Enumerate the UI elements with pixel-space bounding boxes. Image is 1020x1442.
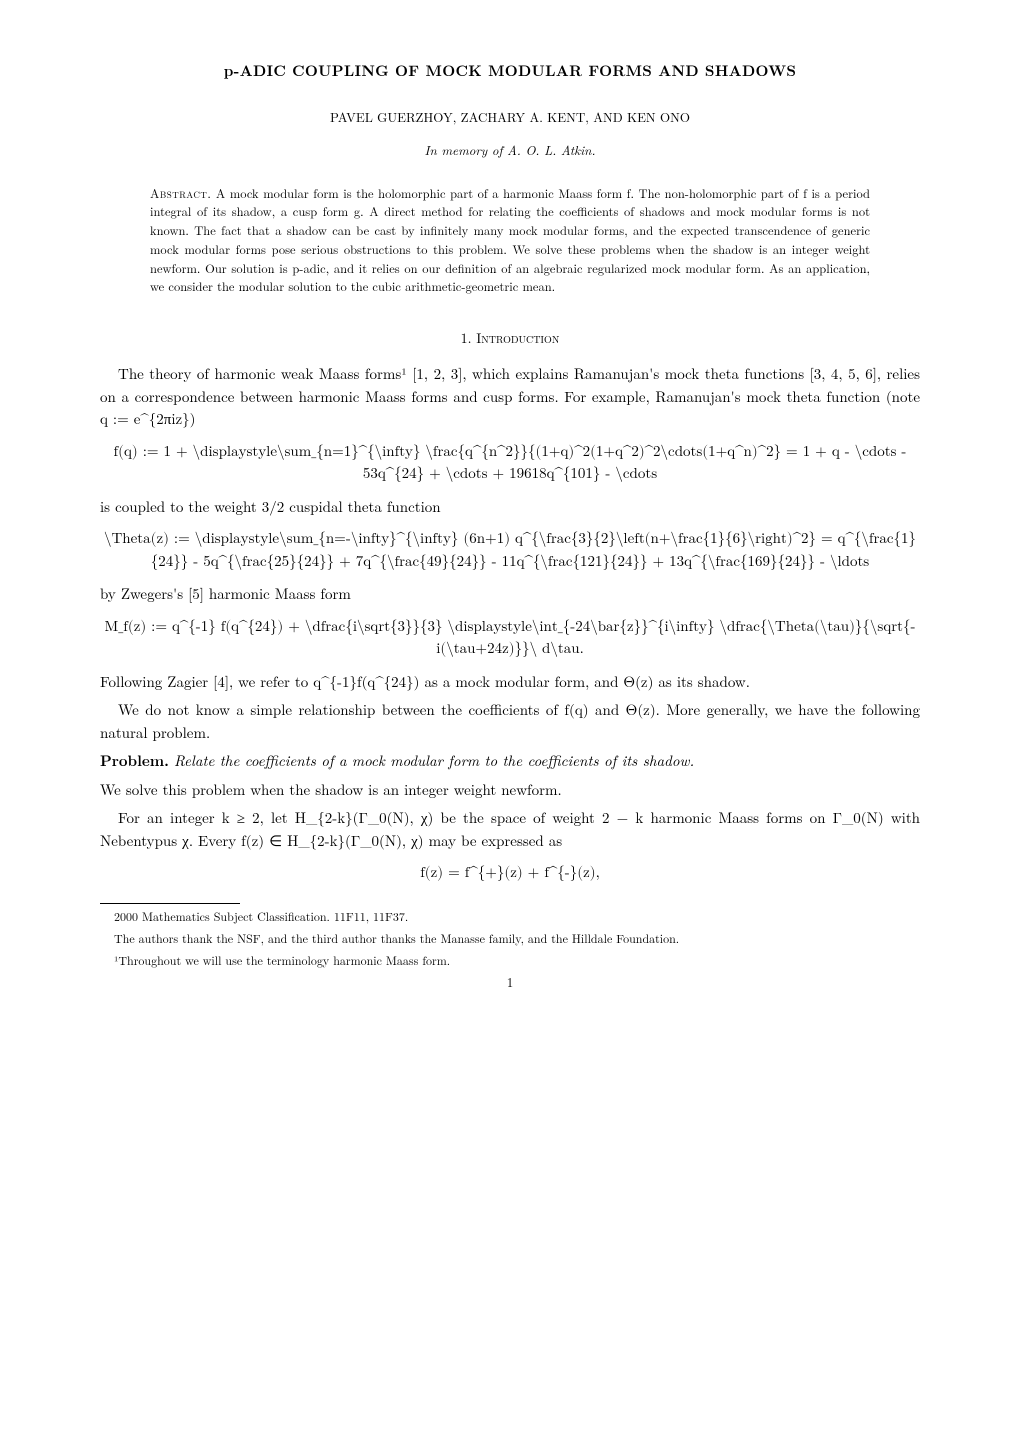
authors-line: PAVEL GUERZHOY, ZACHARY A. KENT, AND KEN… (100, 107, 920, 127)
paragraph-5: We do not know a simple relationship bet… (100, 699, 920, 744)
footnote-thanks: The authors thank the NSF, and the third… (100, 930, 920, 948)
problem-label: Problem. (100, 750, 169, 771)
footnote-msc-codes: 11F11, 11F37. (334, 908, 408, 925)
abstract-label: Abstract. (150, 184, 211, 202)
equation-f-decomp: f(z) = f^{+}(z) + f^{-}(z), (100, 862, 920, 885)
paragraph-2: is coupled to the weight 3/2 cuspidal th… (100, 496, 920, 519)
dedication: In memory of A. O. L. Atkin. (100, 140, 920, 160)
abstract: Abstract. A mock modular form is the hol… (150, 184, 870, 297)
problem-text: Relate the coefficients of a mock modula… (174, 750, 694, 771)
paper-title: p-ADIC COUPLING OF MOCK MODULAR FORMS AN… (100, 60, 920, 83)
footnote-1: ¹Throughout we will use the terminology … (100, 952, 920, 970)
footnote-msc-label: 2000 Mathematics Subject Classification. (114, 908, 330, 925)
paragraph-7: For an integer k ≥ 2, let H_{2-k}(Γ_0(N)… (100, 807, 920, 852)
page-number: 1 (100, 972, 920, 992)
equation-theta-z: \Theta(z) := \displaystyle\sum_{n=-\inft… (100, 528, 920, 573)
equation-f-q: f(q) := 1 + \displaystyle\sum_{n=1}^{\in… (100, 441, 920, 486)
abstract-body: A mock modular form is the holomorphic p… (150, 184, 870, 296)
equation-mf-z: M_f(z) := q^{-1} f(q^{24}) + \dfrac{i\sq… (100, 616, 920, 661)
footnote-msc: 2000 Mathematics Subject Classification.… (100, 908, 920, 926)
paragraph-6: We solve this problem when the shadow is… (100, 779, 920, 802)
paragraph-1: The theory of harmonic weak Maass forms¹… (100, 363, 920, 431)
paragraph-4: Following Zagier [4], we refer to q^{-1}… (100, 671, 920, 694)
paragraph-3: by Zwegers's [5] harmonic Maass form (100, 583, 920, 606)
problem-statement: Problem. Relate the coefficients of a mo… (100, 750, 920, 773)
section-heading-introduction: 1. Introduction (100, 328, 920, 349)
footnote-rule (100, 903, 240, 904)
